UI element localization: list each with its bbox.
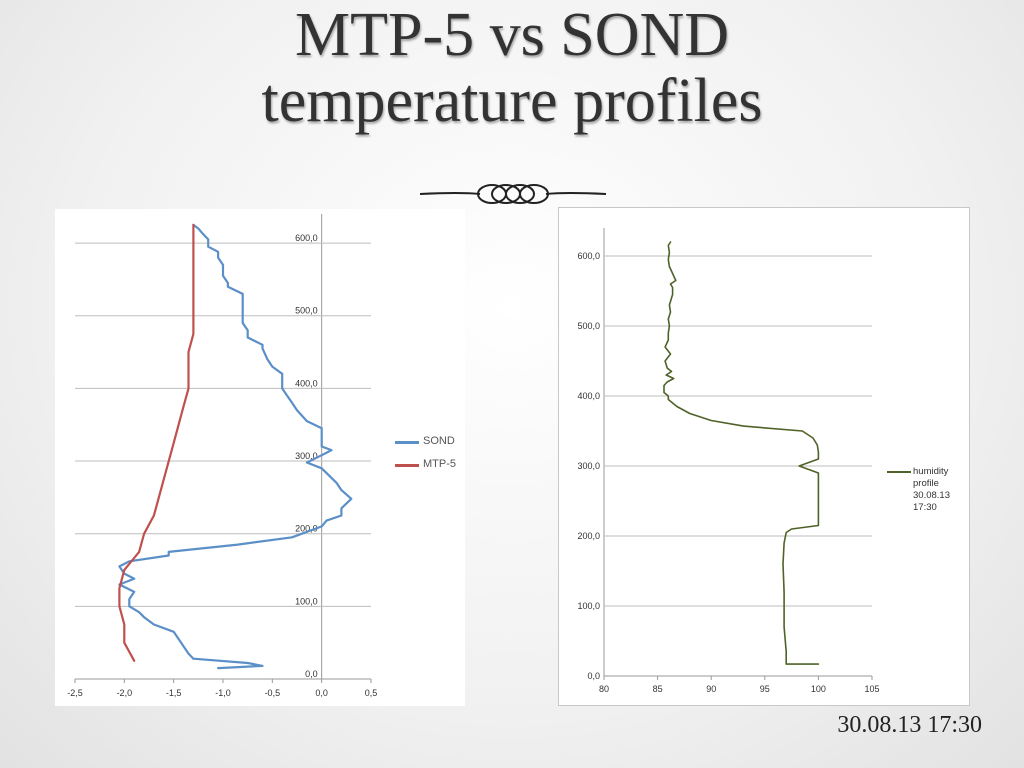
y-tick-label: 300,0 bbox=[577, 461, 600, 471]
y-tick-label: 200,0 bbox=[577, 531, 600, 541]
x-tick-label: 0,5 bbox=[365, 688, 378, 698]
temperature-chart-panel: 0,0 100,0 200,0 300,0 400,0 500,0 600,0 -2,5 -2,… bbox=[55, 209, 465, 706]
y-tick-label: 600,0 bbox=[295, 233, 318, 243]
y-tick-label: 200,0 bbox=[295, 524, 318, 534]
x-tick-label: -1,0 bbox=[215, 688, 231, 698]
x-tick-label: -2,5 bbox=[67, 688, 83, 698]
x-tick-label: -0,5 bbox=[265, 688, 281, 698]
y-tick-label: 0,0 bbox=[305, 669, 318, 679]
humidity-chart-panel: 0,0 100,0 200,0 300,0 400,0 500,0 600,0 80 85 90 9… bbox=[558, 207, 970, 706]
x-tick-label: -1,5 bbox=[166, 688, 182, 698]
legend-label-humidity: humidity profile 30.08.13 17:30 bbox=[913, 466, 950, 513]
x-tick-label: -2,0 bbox=[117, 688, 133, 698]
x-tick-label: 105 bbox=[864, 684, 879, 694]
x-tick-label: 90 bbox=[706, 684, 716, 694]
y-tick-label: 500,0 bbox=[295, 306, 318, 316]
legend-swatch-humidity bbox=[887, 471, 911, 473]
slide-timestamp: 30.08.13 17:30 bbox=[837, 712, 982, 738]
series-line-sond bbox=[118, 223, 353, 670]
series-line-humidity bbox=[663, 241, 820, 665]
legend-swatch-mtp5 bbox=[395, 464, 419, 467]
y-tick-label: 0,0 bbox=[587, 671, 600, 681]
slide-title: MTP-5 vs SOND temperature profiles bbox=[0, 2, 1024, 134]
y-tick-label: 500,0 bbox=[577, 321, 600, 331]
y-tick-label: 300,0 bbox=[295, 451, 318, 461]
title-line-2: temperature profiles bbox=[261, 67, 763, 135]
y-tick-label: 400,0 bbox=[577, 391, 600, 401]
humidity-chart: 0,0 100,0 200,0 300,0 400,0 500,0 600,0 80 85 90 9… bbox=[577, 228, 880, 694]
legend-label-mtp5: MTP-5 bbox=[423, 458, 456, 470]
y-tick-label: 100,0 bbox=[295, 596, 318, 606]
temperature-chart: 0,0 100,0 200,0 300,0 400,0 500,0 600,0 -2,5 -2,… bbox=[67, 214, 378, 698]
x-tick-label: 100 bbox=[811, 684, 826, 694]
ornament-divider-icon bbox=[420, 184, 606, 204]
y-tick-label: 600,0 bbox=[577, 251, 600, 261]
x-tick-label: 80 bbox=[599, 684, 609, 694]
title-line-1: MTP-5 vs SOND bbox=[294, 1, 730, 69]
x-tick-label: 0,0 bbox=[315, 688, 328, 698]
series-line-mtp-5 bbox=[118, 223, 195, 662]
legend-swatch-sond bbox=[395, 441, 419, 444]
y-tick-label: 400,0 bbox=[295, 378, 318, 388]
x-tick-label: 95 bbox=[760, 684, 770, 694]
x-tick-label: 85 bbox=[653, 684, 663, 694]
legend-label-sond: SOND bbox=[423, 435, 455, 447]
y-tick-label: 100,0 bbox=[577, 601, 600, 611]
